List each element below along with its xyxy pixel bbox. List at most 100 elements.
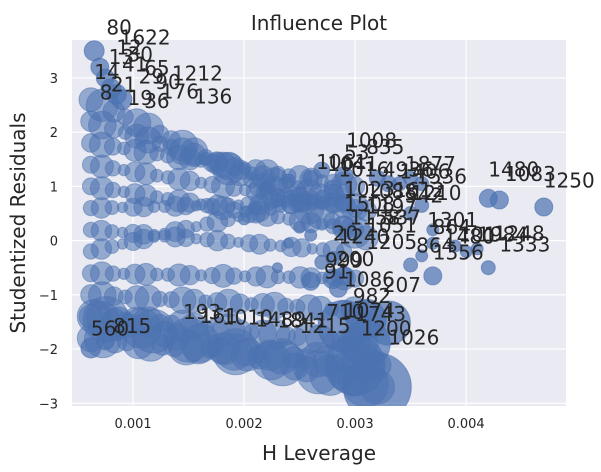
y-tick-label: −2: [39, 343, 58, 358]
y-tick-labels: −3 −2 −1 0 1 2 3: [39, 72, 58, 412]
point-label: 982: [353, 284, 391, 308]
influence-point: [414, 197, 430, 213]
x-tick-label: 0.002: [225, 417, 262, 432]
point-label: 1197: [366, 195, 417, 219]
influence-point: [403, 257, 419, 273]
influence-point: [291, 186, 309, 203]
influence-point: [426, 236, 440, 250]
point-label: 1248: [494, 222, 545, 246]
point-label: 864: [416, 234, 454, 258]
point-label: 560: [91, 317, 129, 341]
influence-point: [247, 200, 263, 216]
influence-point: [423, 266, 443, 286]
point-label: 65: [144, 56, 169, 80]
point-label: 1086: [344, 268, 395, 292]
point-label: 12: [116, 36, 141, 60]
point-label: 1333: [499, 233, 550, 257]
y-tick-label: 0: [50, 235, 58, 250]
point-label: 1158: [350, 205, 401, 229]
influence-point: [301, 271, 321, 291]
point-label: 1061: [316, 150, 367, 174]
influence-point: [448, 239, 462, 253]
point-label: 1026: [388, 326, 439, 350]
point-label: 1841: [277, 308, 328, 332]
point-label: 1010: [222, 306, 273, 330]
point-label: 136: [194, 84, 232, 108]
chart-title: Influence Plot: [251, 11, 387, 35]
point-label: 1041: [327, 152, 378, 176]
influence-point: [283, 237, 294, 249]
point-label: 835: [366, 135, 404, 159]
point-label: 29: [139, 64, 164, 88]
point-label: 20: [333, 222, 358, 246]
influence-point: [258, 181, 274, 197]
point-label: 13: [109, 45, 134, 69]
point-label: 1356: [433, 241, 484, 265]
point-label: 537: [383, 205, 421, 229]
influence-point: [403, 206, 419, 221]
influence-point: [271, 262, 283, 274]
influence-point: [107, 324, 125, 342]
point-label: 36: [144, 89, 169, 113]
influence-point: [415, 249, 429, 263]
point-label: 90: [155, 70, 180, 94]
influence-point: [263, 238, 277, 252]
x-tick-label: 0.001: [114, 417, 151, 432]
point-label: 815: [113, 314, 151, 338]
y-tick-label: 2: [50, 126, 58, 141]
y-tick-label: 1: [50, 180, 58, 195]
influence-point: [304, 228, 318, 242]
point-label: 1215: [300, 314, 351, 338]
influence-point: [237, 212, 251, 226]
influence-point: [335, 243, 353, 260]
point-label: 1212: [172, 62, 223, 86]
point-label: 1406: [400, 159, 451, 183]
point-label: 207: [383, 273, 421, 297]
point-label: 1205: [366, 230, 417, 254]
point-label: 1240: [338, 224, 389, 248]
point-label: 1074: [344, 299, 395, 323]
point-label: 1480: [488, 158, 539, 182]
point-label: 999: [325, 249, 363, 273]
point-label: 176: [161, 80, 199, 104]
point-label: 161: [200, 304, 238, 328]
point-label: 710: [326, 300, 364, 324]
y-axis-label: Studentized Residuals: [6, 112, 30, 333]
point-label: 1016: [338, 158, 389, 182]
influence-point: [426, 223, 440, 237]
influence-point: [414, 176, 430, 192]
point-label: 1250: [544, 169, 595, 193]
point-label: 1508: [344, 192, 395, 216]
influence-point: [104, 239, 120, 254]
y-tick-label: −3: [39, 397, 58, 412]
y-tick-label: 3: [50, 72, 58, 87]
point-label: 1083: [505, 162, 556, 186]
scatter-markers: [76, 40, 554, 406]
point-label: 1051: [366, 214, 417, 238]
influence-point: [341, 319, 391, 369]
influence-point: [379, 175, 397, 193]
influence-point: [147, 230, 161, 243]
point-label: 1008: [346, 128, 397, 152]
point-label: 542: [405, 184, 443, 208]
influence-point: [281, 173, 296, 189]
point-label: 1536: [416, 165, 467, 189]
point-label: 91: [324, 260, 349, 284]
point-label: 1023: [344, 177, 395, 201]
x-tick-label: 0.003: [336, 417, 373, 432]
point-label: 1200: [361, 317, 412, 341]
influence-point: [489, 190, 509, 210]
influence-point: [293, 220, 307, 234]
point-label: 19: [128, 86, 153, 110]
influence-point: [111, 89, 133, 111]
x-tick-labels: 0.001 0.002 0.003 0.004: [114, 417, 484, 432]
point-label: 1622: [120, 25, 171, 49]
point-label: 1489: [255, 307, 306, 331]
point-label: 14: [94, 60, 119, 84]
point-label: 101: [458, 223, 496, 247]
point-label: 80: [106, 16, 131, 40]
influence-point: [534, 197, 554, 217]
point-label: 1612: [394, 178, 445, 202]
